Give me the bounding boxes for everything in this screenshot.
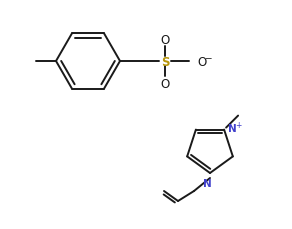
Text: N: N xyxy=(203,178,211,188)
Text: O: O xyxy=(160,33,170,46)
Text: +: + xyxy=(235,120,241,130)
Text: O: O xyxy=(160,77,170,90)
Text: S: S xyxy=(161,55,169,68)
Text: −: − xyxy=(204,53,211,62)
Text: N: N xyxy=(228,123,237,133)
Text: O: O xyxy=(197,55,206,68)
